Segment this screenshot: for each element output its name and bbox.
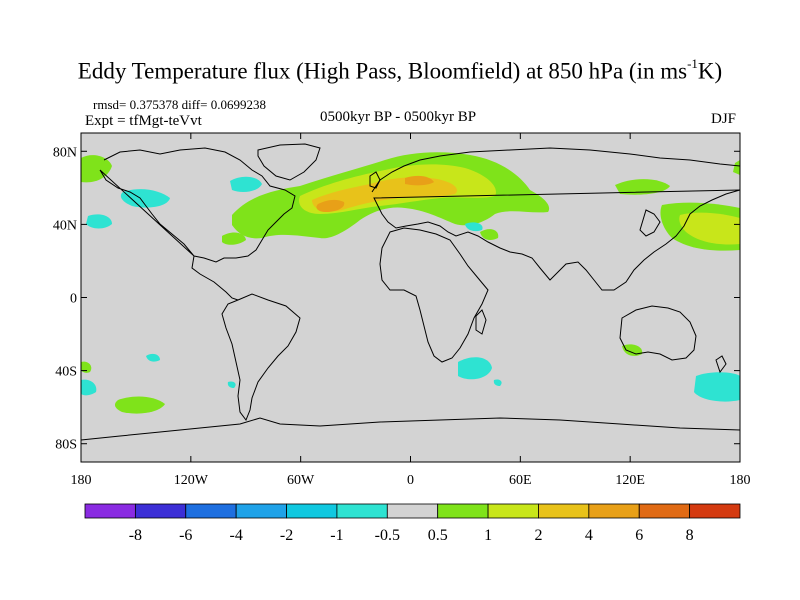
positive-anomaly-region xyxy=(480,229,499,240)
stats-label: rmsd= 0.375378 diff= 0.0699238 xyxy=(93,97,266,112)
coastline-australia xyxy=(619,305,697,361)
anomaly-fields xyxy=(81,152,740,414)
positive-anomaly-region xyxy=(81,361,92,373)
colorbar-swatch xyxy=(538,503,590,519)
season-label: DJF xyxy=(711,111,737,127)
positive-anomaly-region xyxy=(222,232,246,245)
experiment-label: Expt = tfMgt-teVvt xyxy=(85,113,202,129)
positive-anomaly-region xyxy=(615,179,670,195)
colorbar-label: 8 xyxy=(686,527,694,544)
colorbar-swatch xyxy=(235,503,287,519)
map-plot-area xyxy=(81,133,740,462)
plot-title: Eddy Temperature flux (High Pass, Bloomf… xyxy=(77,56,723,84)
negative-anomaly-region xyxy=(694,372,740,402)
lat-tick-label: 40N xyxy=(53,218,77,233)
lon-tick-label: 0 xyxy=(407,473,414,488)
axis-ticks: 80N 40N 0 40S 80S 180 120W 60W 0 60E 120E 180 xyxy=(53,133,751,488)
negative-anomaly-region xyxy=(230,176,262,192)
positive-anomaly-region xyxy=(312,177,458,212)
lat-tick-label: 40S xyxy=(55,365,77,380)
colorbar-label: 0.5 xyxy=(428,527,448,544)
colorbar-label: 1 xyxy=(484,527,492,544)
negative-anomaly-region xyxy=(465,222,483,232)
colorbar-label: -1 xyxy=(330,527,343,544)
colorbar-label: 6 xyxy=(635,527,643,544)
positive-anomaly-region xyxy=(679,212,740,245)
negative-anomaly-region xyxy=(458,357,492,380)
colorbar-label: -4 xyxy=(229,527,242,544)
colorbar-label: -0.5 xyxy=(375,527,400,544)
colorbar-swatch xyxy=(437,503,489,519)
coastline-north-america xyxy=(99,147,296,301)
lon-tick-label: 60E xyxy=(509,473,532,488)
lon-tick-label: 120W xyxy=(174,473,209,488)
lon-tick-label: 180 xyxy=(730,473,751,488)
coastline-africa xyxy=(379,227,489,363)
positive-anomaly-region xyxy=(81,155,112,183)
colorbar-label: -8 xyxy=(129,527,142,544)
positive-anomaly-region xyxy=(114,396,165,414)
colorbar-swatch xyxy=(588,503,640,519)
lat-tick-label: 80N xyxy=(53,145,77,160)
lat-tick-label: 0 xyxy=(70,292,77,307)
negative-anomaly-region xyxy=(227,381,236,388)
lat-tick-label: 80S xyxy=(55,438,77,453)
negative-anomaly-region xyxy=(81,379,97,396)
coastline-south-america xyxy=(221,293,301,422)
colorbar-swatch xyxy=(638,503,691,519)
colorbar-label: 4 xyxy=(585,527,593,544)
negative-anomaly-region xyxy=(86,214,112,229)
coastline-japan xyxy=(639,209,661,237)
colorbar-swatch xyxy=(134,503,187,519)
colorbar-label: -6 xyxy=(179,527,192,544)
colorbar-swatch xyxy=(487,503,539,519)
positive-anomaly-region xyxy=(733,160,740,175)
coastlines xyxy=(81,143,740,441)
negative-anomaly-region xyxy=(493,379,502,386)
colorbar-swatch xyxy=(386,503,439,519)
colorbar: -8 -6 -4 -2 -1 -0.5 0.5 1 2 4 6 8 xyxy=(84,503,741,544)
positive-anomaly-region xyxy=(405,175,434,186)
coastline-new-zealand xyxy=(715,355,727,374)
colorbar-swatch xyxy=(84,503,136,519)
lon-tick-label: 180 xyxy=(71,473,92,488)
positive-anomaly-region xyxy=(622,344,643,356)
lon-tick-label: 60W xyxy=(287,473,315,488)
positive-anomaly-region xyxy=(316,199,345,212)
coastline-antarctica xyxy=(81,417,740,441)
colorbar-swatch xyxy=(286,503,338,519)
colorbar-swatch xyxy=(336,503,388,519)
negative-anomaly-region xyxy=(146,353,160,362)
colorbar-label: -2 xyxy=(280,527,293,544)
colorbar-swatch xyxy=(185,503,237,519)
coastline-british-isles xyxy=(369,171,381,189)
colorbar-label: 2 xyxy=(534,527,542,544)
period-label: 0500kyr BP - 0500kyr BP xyxy=(320,109,477,125)
coastline-eurasia xyxy=(371,147,740,291)
colorbar-swatch xyxy=(689,503,741,519)
lon-tick-label: 120E xyxy=(615,473,645,488)
coastline-greenland xyxy=(257,143,321,181)
coastline-madagascar xyxy=(475,309,487,335)
